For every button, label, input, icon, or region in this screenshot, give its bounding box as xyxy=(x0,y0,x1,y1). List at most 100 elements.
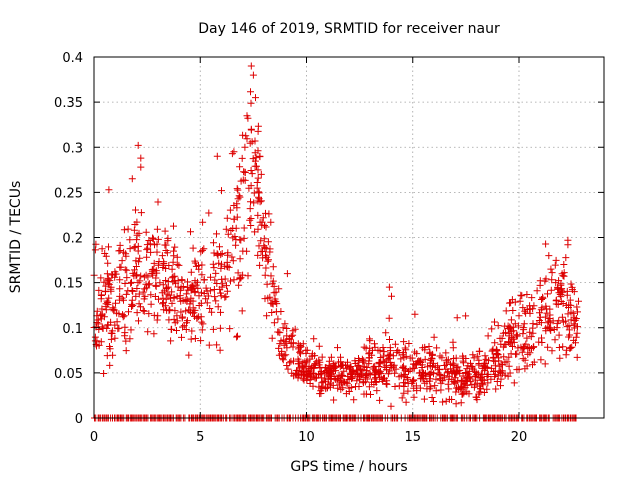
data-point xyxy=(545,252,553,260)
data-point xyxy=(223,214,231,222)
data-point xyxy=(133,271,141,279)
data-point xyxy=(257,237,265,245)
data-point xyxy=(257,170,265,178)
data-point xyxy=(457,385,465,393)
data-point xyxy=(247,99,255,107)
data-point xyxy=(463,381,471,389)
data-point xyxy=(445,395,453,403)
data-point xyxy=(281,320,289,328)
data-point xyxy=(401,344,409,352)
data-point xyxy=(183,283,191,291)
data-point xyxy=(412,361,420,369)
data-point xyxy=(533,287,541,295)
data-point xyxy=(130,272,138,280)
data-point xyxy=(135,229,143,237)
data-point xyxy=(452,368,460,376)
data-point xyxy=(299,340,307,348)
data-point xyxy=(167,337,175,345)
data-point xyxy=(497,367,505,375)
data-point xyxy=(134,279,142,287)
data-point xyxy=(330,396,338,404)
data-point xyxy=(316,371,324,379)
data-point xyxy=(353,377,361,385)
data-point xyxy=(453,364,461,372)
data-point xyxy=(187,308,194,316)
data-point xyxy=(293,371,301,379)
data-point xyxy=(105,243,112,251)
data-point xyxy=(514,322,522,330)
data-point xyxy=(262,209,269,217)
data-point xyxy=(315,383,323,391)
data-point xyxy=(379,377,387,385)
data-point xyxy=(116,247,124,254)
data-point xyxy=(178,333,185,341)
data-point xyxy=(95,286,103,294)
data-point xyxy=(491,339,499,347)
data-point xyxy=(568,283,576,291)
data-point xyxy=(189,244,197,252)
data-point xyxy=(359,366,367,374)
data-point xyxy=(133,218,141,226)
data-point xyxy=(431,382,439,390)
data-point xyxy=(243,135,251,143)
data-point xyxy=(199,246,206,254)
data-point xyxy=(200,276,208,284)
data-point xyxy=(541,313,549,321)
data-point xyxy=(262,223,270,231)
data-point xyxy=(472,369,480,376)
data-point xyxy=(212,297,220,305)
data-point xyxy=(421,379,429,387)
data-point xyxy=(221,275,229,283)
data-point xyxy=(437,379,445,387)
data-point xyxy=(161,241,169,249)
data-point xyxy=(529,305,537,313)
data-point xyxy=(91,246,99,254)
data-point xyxy=(421,343,429,351)
data-point xyxy=(241,143,249,151)
data-point xyxy=(518,292,526,300)
x-tick-label: 20 xyxy=(511,430,528,445)
data-point xyxy=(283,344,291,352)
data-point xyxy=(542,305,550,313)
data-point xyxy=(355,383,363,390)
data-point xyxy=(427,368,435,376)
data-point xyxy=(316,363,324,371)
data-point xyxy=(145,310,153,318)
data-point xyxy=(204,292,212,300)
data-point xyxy=(170,252,178,260)
data-point xyxy=(519,330,527,338)
data-point xyxy=(519,304,527,312)
data-point xyxy=(572,339,579,347)
data-point xyxy=(444,368,452,376)
data-point xyxy=(216,346,224,354)
x-tick-labels: 0 5 10 15 20 xyxy=(90,430,527,445)
data-point xyxy=(151,293,159,300)
data-point xyxy=(266,248,274,256)
data-point xyxy=(349,368,357,375)
data-point xyxy=(124,225,132,233)
data-point xyxy=(488,347,496,355)
data-point xyxy=(116,263,124,271)
data-point xyxy=(412,382,420,390)
data-points xyxy=(90,62,582,422)
data-point xyxy=(525,344,533,351)
data-point xyxy=(457,376,465,384)
data-point xyxy=(337,372,345,380)
data-point xyxy=(505,330,513,338)
data-point xyxy=(415,358,423,365)
data-point xyxy=(269,277,277,285)
data-point xyxy=(303,367,311,375)
data-point xyxy=(149,235,157,243)
data-point xyxy=(519,324,527,332)
data-point xyxy=(515,312,523,320)
data-point xyxy=(247,88,254,96)
data-point xyxy=(283,270,291,278)
data-point xyxy=(327,371,334,379)
data-point xyxy=(244,272,252,280)
data-point xyxy=(337,385,345,393)
data-point xyxy=(197,337,205,345)
data-point xyxy=(554,285,562,293)
data-point xyxy=(260,235,268,243)
data-point xyxy=(290,372,298,380)
data-point xyxy=(197,313,205,321)
